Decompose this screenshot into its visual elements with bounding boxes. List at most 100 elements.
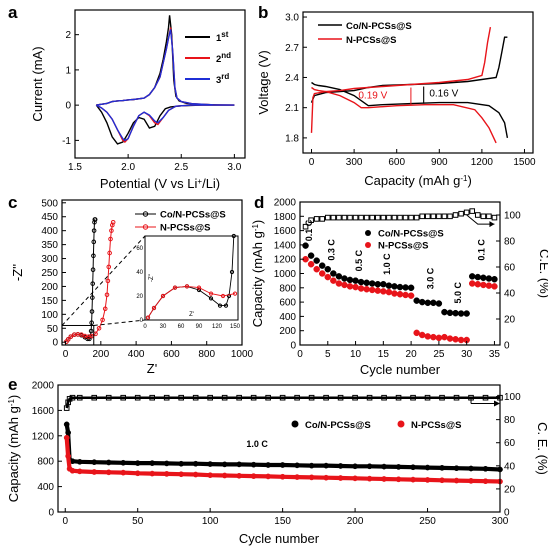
panel-b-y-tick-label: 1.8 bbox=[285, 133, 299, 144]
panel-e-x-tick-label: 150 bbox=[274, 516, 291, 527]
panel-b-x-axis-label: Capacity (mAh g-1) bbox=[364, 173, 472, 188]
panel-d-capacity-point-1 bbox=[318, 262, 326, 269]
panel-d-capacity-point-2 bbox=[396, 290, 404, 298]
panel-a-x-tick-label: 1.5 bbox=[68, 162, 82, 173]
panel-d-capacity-point-2 bbox=[341, 281, 348, 289]
panel-d-capacity-point-1 bbox=[330, 270, 337, 277]
panel-d-ce-point bbox=[302, 223, 309, 230]
panel-b-series-1-curve-1 bbox=[311, 81, 509, 139]
panel-d-ce-point bbox=[436, 213, 442, 220]
panel-a-legend-entry: 2nd bbox=[216, 51, 231, 66]
panel-a-label: a bbox=[8, 3, 18, 22]
panel-e-y2-axis-label: C. E. (%) bbox=[535, 422, 548, 475]
panel-b-y-tick-label: 2.7 bbox=[285, 43, 299, 54]
panel-a-x-axis-label: Potential (V vs Li+/Li) bbox=[100, 176, 220, 191]
panel-b-annotation-red: 0.19 V bbox=[358, 91, 387, 102]
panel-d-ce-point bbox=[408, 214, 414, 221]
panel-b-x-tick-label: 1200 bbox=[471, 157, 494, 168]
panel-c-y-tick-label: 0 bbox=[52, 338, 58, 349]
panel-d-ce-point bbox=[441, 213, 448, 220]
panel-d-rate-label: 1.0 C bbox=[382, 253, 392, 275]
panel-c-legend-marker bbox=[142, 211, 149, 217]
panel-c-data-point bbox=[89, 309, 95, 314]
panel-d-x-tick-label: 30 bbox=[461, 349, 473, 360]
panel-d-capacity-point-2 bbox=[330, 277, 337, 284]
panel-b-plot-frame bbox=[302, 11, 534, 154]
panel-c-legend-entry: Co/N-PCSs@S bbox=[160, 210, 226, 221]
panel-c-zoom-box bbox=[61, 324, 95, 346]
panel-d-ce-point bbox=[330, 214, 337, 221]
panel-c-inset-x-tick-label: 60 bbox=[178, 324, 185, 330]
panel-c-data-point bbox=[68, 334, 74, 339]
panel-d-capacity-point-1 bbox=[435, 300, 443, 307]
panel-d-ce-point bbox=[347, 214, 353, 221]
panel-e-legend-entry: Co/N-PCSs@S bbox=[305, 420, 371, 431]
panel-d-capacity-point-1 bbox=[474, 273, 482, 281]
panel-c-data-point bbox=[110, 220, 116, 225]
panel-c-x-axis-label: Z' bbox=[147, 361, 157, 376]
panel-c-y-tick-label: 100 bbox=[41, 310, 58, 321]
panel-d-capacity-point-1 bbox=[463, 310, 470, 317]
panel-c-inset-line-2 bbox=[147, 285, 236, 318]
panel-d-ce-point bbox=[424, 213, 431, 220]
panel-d-y-tick-label: 1600 bbox=[274, 226, 297, 237]
panel-c-data-point bbox=[90, 267, 96, 273]
panel-d-capacity-point-2 bbox=[402, 291, 409, 299]
panel-d-capacity-point-2 bbox=[374, 287, 382, 294]
panel-d-ce-point bbox=[374, 214, 381, 221]
panel-c-inset-point bbox=[208, 296, 214, 301]
panel-d-y2-tick-label: 60 bbox=[504, 263, 516, 274]
panel-d-capacity-point-1 bbox=[485, 275, 493, 282]
panel-d-capacity-point-1 bbox=[468, 273, 476, 280]
panel-d-capacity-point-2 bbox=[357, 285, 365, 292]
panel-d-y-tick-label: 2000 bbox=[274, 198, 297, 209]
panel-c-inset-background bbox=[145, 236, 238, 320]
panel-a-plot-frame bbox=[74, 9, 246, 159]
panel-d-capacity-point-2 bbox=[391, 290, 398, 297]
panel-c-data-point bbox=[90, 281, 96, 286]
panel-d-capacity-point-1 bbox=[346, 276, 354, 284]
panel-d: d0 5 10 15 20 25 30 350200400600800100012001400… bbox=[250, 193, 548, 377]
panel-d-capacity-point-1 bbox=[352, 277, 359, 284]
panel-b-x-tick-label: 1500 bbox=[513, 157, 536, 168]
panel-c-inset-x-tick-label: 150 bbox=[230, 324, 241, 330]
panel-a-x-tick-label: 2.0 bbox=[121, 162, 135, 173]
panel-c-data-point bbox=[91, 239, 97, 245]
panel-d-y-tick-label: 600 bbox=[279, 298, 296, 309]
panel-e-rate-label: 1.0 C bbox=[246, 439, 268, 449]
panel-d-capacity-point-2 bbox=[452, 336, 459, 343]
panel-d-ce-point bbox=[369, 214, 376, 221]
panel-d-y2-axis-label: C.E. (%) bbox=[537, 249, 548, 298]
panel-c-series-line-2 bbox=[66, 222, 114, 343]
panel-d-x-tick-label: 10 bbox=[350, 349, 362, 360]
panel-a-series-line-1 bbox=[95, 15, 235, 145]
panel-c-x-tick-label: 400 bbox=[128, 349, 145, 360]
panel-c-data-point bbox=[108, 236, 113, 242]
panel-d-ce-point bbox=[480, 213, 487, 220]
panel-c-data-point bbox=[65, 337, 71, 342]
panel-a-y-tick-label: 0 bbox=[65, 101, 71, 112]
panel-d-capacity-point-1 bbox=[424, 299, 432, 307]
panel-d-ce-point bbox=[308, 217, 314, 223]
panel-c-inset-frame bbox=[144, 235, 239, 321]
panel-c-x-tick-label: 800 bbox=[198, 349, 215, 360]
panel-d-y-tick-label: 800 bbox=[279, 283, 296, 294]
panel-c-x-tick-label: 1000 bbox=[231, 349, 254, 360]
panel-e-x-tick-label: 0 bbox=[62, 516, 68, 527]
panel-d-ce-point bbox=[402, 214, 409, 221]
panel-b-y-tick-label: 2.4 bbox=[285, 73, 299, 84]
panel-c-y-tick-label: 350 bbox=[41, 240, 58, 251]
panel-d-ce-point bbox=[458, 210, 464, 217]
panel-a: a 1.5 2.0 2.5 3.0 -1 0 1 2 Potential (V vs Li+/Li… bbox=[8, 3, 246, 191]
panel-d-capacity-point-1 bbox=[335, 273, 343, 280]
panel-b-y-tick-label: 2.1 bbox=[285, 103, 299, 114]
panel-c-inset-y-axis-label: -Z'' bbox=[149, 274, 155, 282]
panel-b: b 0 300 600 900 1200 1500 1.8 2.1 2.4 2.7 3.0 Capaci… bbox=[256, 3, 536, 188]
panel-d-ce-point bbox=[363, 214, 370, 221]
panel-e-legend-entry: N-PCSs@S bbox=[411, 420, 461, 431]
panel-d-capacity-point-2 bbox=[385, 288, 393, 296]
panel-c-label: c bbox=[8, 193, 17, 212]
panel-d-capacity-point-2 bbox=[335, 280, 343, 287]
panel-d-capacity-point-2 bbox=[468, 280, 476, 287]
panel-e-ce-line bbox=[65, 396, 500, 409]
